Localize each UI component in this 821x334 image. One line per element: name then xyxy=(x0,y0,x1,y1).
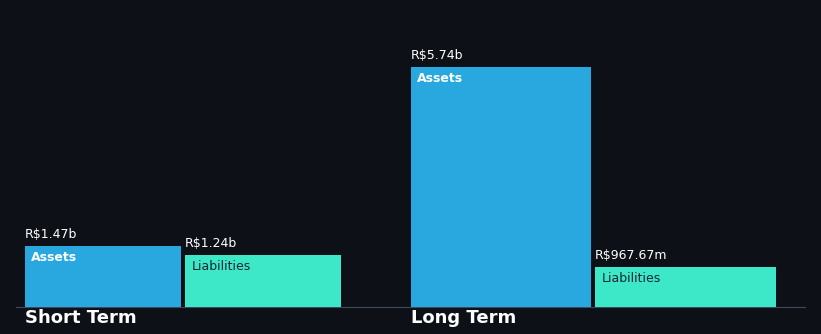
Text: Assets: Assets xyxy=(417,72,463,85)
Text: R$1.24b: R$1.24b xyxy=(185,237,237,250)
Text: Liabilities: Liabilities xyxy=(602,272,661,285)
Bar xyxy=(25,246,181,307)
Text: R$5.74b: R$5.74b xyxy=(410,49,463,62)
Text: R$1.47b: R$1.47b xyxy=(25,228,77,241)
Bar xyxy=(410,67,591,307)
Text: Short Term: Short Term xyxy=(25,309,136,327)
Text: Liabilities: Liabilities xyxy=(191,260,250,273)
Bar xyxy=(595,267,776,307)
Bar xyxy=(185,255,341,307)
Text: Assets: Assets xyxy=(31,251,77,264)
Text: R$967.67m: R$967.67m xyxy=(595,249,667,262)
Text: Long Term: Long Term xyxy=(410,309,516,327)
